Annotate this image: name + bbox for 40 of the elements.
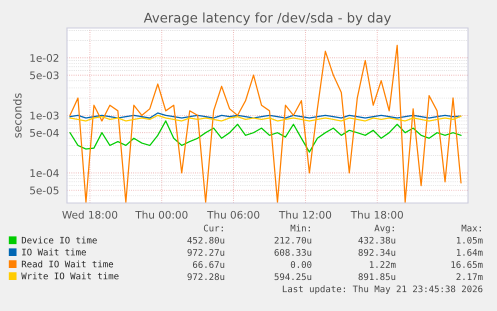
text: 1.22m bbox=[370, 261, 396, 268]
y-tick-label: 5e-05 bbox=[30, 186, 58, 194]
text: 16.65m bbox=[451, 261, 483, 268]
x-tick-label: Thu 06:00 bbox=[207, 210, 260, 219]
legend-label: Read IO Wait time bbox=[22, 260, 114, 268]
text: Last update: Thu May 21 23:45:38 2026 bbox=[282, 285, 482, 294]
text: 212.70u bbox=[274, 236, 312, 244]
y-tick-label: 1e-04 bbox=[30, 169, 59, 178]
y-tick-label: 5e-03 bbox=[30, 71, 59, 80]
y-axis-title: seconds bbox=[13, 93, 22, 138]
text: 892.34u bbox=[358, 248, 396, 256]
x-tick-label: Thu 12:00 bbox=[278, 210, 332, 219]
text: Min: bbox=[290, 224, 310, 232]
line-series bbox=[69, 44, 462, 203]
legend-label: Device IO time bbox=[22, 236, 97, 244]
legend-label: IO Wait time bbox=[22, 248, 86, 256]
text: 432.38u bbox=[358, 236, 396, 244]
text: 972.28u bbox=[188, 273, 224, 280]
chart-title: Average latency for /dev/sda - by day bbox=[144, 12, 391, 26]
x-tick-label: Thu 00:00 bbox=[135, 210, 188, 219]
text: 891.85u bbox=[358, 273, 396, 280]
text: Max: bbox=[462, 224, 481, 232]
y-tick-label: 1e-03 bbox=[30, 112, 59, 120]
legend-label: Write IO Wait time bbox=[21, 272, 119, 280]
text: 594.25u bbox=[274, 273, 312, 280]
line-series bbox=[69, 120, 462, 153]
x-tick-label: Thu 18:00 bbox=[350, 210, 403, 219]
y-tick-label: 5e-04 bbox=[30, 128, 59, 137]
text: 1.05m bbox=[456, 236, 483, 244]
text: 2.17m bbox=[456, 273, 483, 280]
text: 608.33u bbox=[274, 248, 312, 256]
text: 0.00 bbox=[290, 261, 312, 268]
text: 1.64m bbox=[456, 248, 483, 256]
text: 972.27u bbox=[188, 248, 224, 256]
x-tick-label: Wed 18:00 bbox=[62, 210, 118, 219]
text: Avg: bbox=[374, 224, 394, 234]
y-tick-label: 1e-02 bbox=[30, 54, 58, 62]
text: 66.67u bbox=[192, 261, 224, 268]
text: 452.80u bbox=[187, 236, 224, 244]
text: Cur: bbox=[204, 224, 223, 232]
